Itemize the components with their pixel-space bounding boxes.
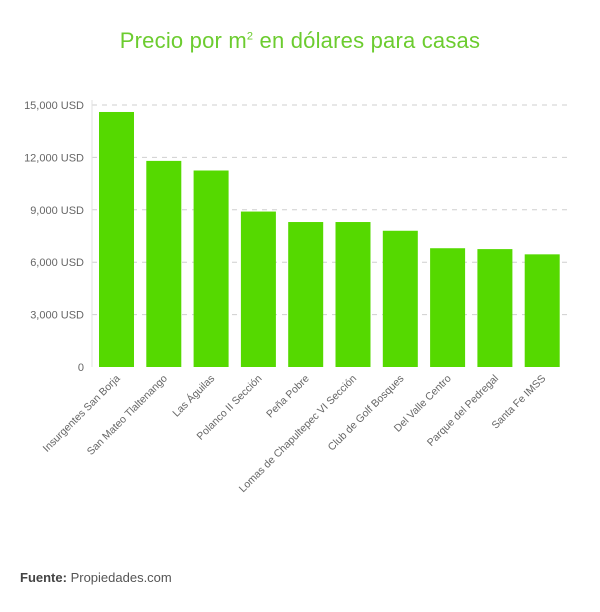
source-value: Propiedades.com <box>66 570 172 585</box>
bar <box>430 248 466 367</box>
y-tick-label: 6,000 USD <box>30 257 84 269</box>
bar <box>146 160 182 367</box>
bar <box>240 211 276 367</box>
x-tick-label: San Mateo Tlaltenango <box>85 373 170 458</box>
x-tick-label: Peña Pobre <box>264 373 312 421</box>
y-tick-label: 9,000 USD <box>30 205 84 217</box>
bar <box>193 170 229 367</box>
x-tick-label: Insurgentes San Borja <box>41 373 123 455</box>
x-tick-label: Las Águilas <box>170 372 218 420</box>
chart-title: Precio por m2 en dólares para casas <box>119 28 481 53</box>
bar <box>288 222 324 367</box>
source-label: Fuente: <box>20 570 67 585</box>
bar <box>524 254 560 367</box>
bar-chart: 0 3,000 USD 6,000 USD 9,000 USD 12,000 USD 15… <box>24 100 570 495</box>
bar <box>382 230 418 367</box>
source-note: Fuente: Propiedades.com <box>20 570 172 585</box>
bar <box>99 111 134 367</box>
y-tick-label: 12,000 USD <box>24 152 84 164</box>
y-tick-label: 15,000 USD <box>24 100 84 112</box>
bar <box>335 222 371 367</box>
bar <box>477 249 513 367</box>
y-tick-label: 0 <box>78 362 84 374</box>
y-tick-label: 3,000 USD <box>30 310 84 322</box>
